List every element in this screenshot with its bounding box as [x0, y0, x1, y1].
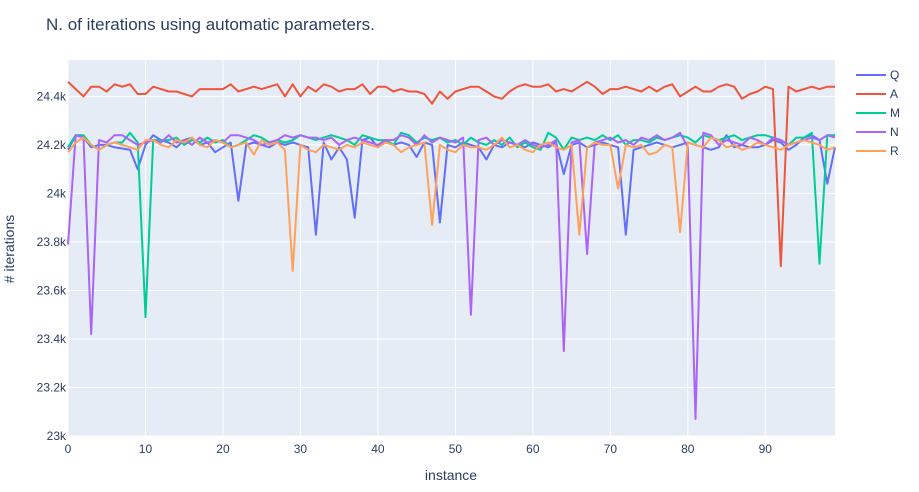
x-tick-label: 40 — [371, 442, 385, 456]
x-tick-label: 50 — [449, 442, 463, 456]
x-tick-label: 30 — [294, 442, 308, 456]
legend-item-r[interactable]: R — [856, 144, 899, 158]
legend-item-q[interactable]: Q — [856, 68, 899, 82]
x-tick-label: 20 — [216, 442, 230, 456]
legend-label: R — [890, 144, 899, 158]
y-tick-label: 24.2k — [37, 138, 67, 152]
series-line-a — [67, 80, 835, 268]
y-tick-label: 24k — [47, 186, 67, 200]
x-tick-label: 0 — [65, 442, 72, 456]
legend-item-m[interactable]: M — [856, 106, 900, 120]
legend-label: N — [890, 125, 899, 139]
y-axis-title: # iterations — [1, 215, 17, 283]
x-tick-label: 60 — [526, 442, 540, 456]
x-tick-label: 90 — [759, 442, 773, 456]
series-lines — [67, 80, 836, 420]
x-tick-label: 10 — [139, 442, 153, 456]
legend-item-n[interactable]: N — [856, 125, 899, 139]
x-tick-label: 80 — [681, 442, 695, 456]
x-axis-title: instance — [425, 467, 477, 483]
y-axis-ticks: 23k 23.2k 23.4k 23.6k 23.8k 24k 24.2k 24.4k — [37, 89, 67, 443]
y-tick-label: 23k — [47, 429, 67, 443]
y-tick-label: 23.8k — [37, 235, 67, 249]
y-tick-label: 24.4k — [37, 89, 67, 103]
chart-title: N. of iterations using automatic paramet… — [46, 15, 375, 34]
series-line-r — [67, 136, 836, 272]
x-tick-label: 70 — [604, 442, 618, 456]
y-tick-label: 23.2k — [37, 380, 67, 394]
legend-label: M — [890, 106, 900, 120]
legend-label: Q — [890, 68, 899, 82]
plot-area — [68, 60, 835, 436]
y-tick-label: 23.4k — [37, 332, 67, 346]
x-axis-ticks: 0 10 20 30 40 50 60 70 80 90 — [65, 442, 773, 456]
y-tick-label: 23.6k — [37, 283, 67, 297]
legend-label: A — [890, 87, 898, 101]
legend-item-a[interactable]: A — [856, 87, 898, 101]
